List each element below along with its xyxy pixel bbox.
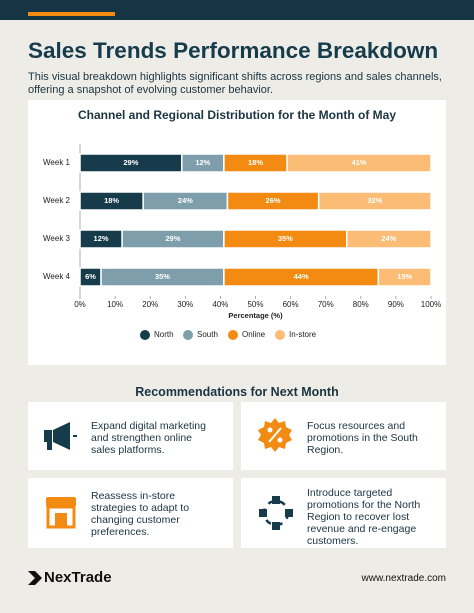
rec-card: Introduce targeted promotions for the No… (241, 478, 446, 548)
y-tick-label: Week 4 (43, 272, 71, 281)
data-label: 44% (294, 272, 309, 281)
chart-card: Channel and Regional Distribution for th… (28, 100, 446, 365)
megaphone-icon (44, 422, 77, 450)
brand: NexTrade (44, 569, 112, 586)
rec-text: Expand digital marketing and strengthen … (91, 420, 206, 456)
x-tick-label: 30% (177, 300, 193, 309)
data-label: 18% (248, 158, 263, 167)
rec-text: Introduce targeted promotions for the No… (307, 487, 421, 547)
data-label: 15% (397, 272, 412, 281)
x-tick-label: 10% (107, 300, 123, 309)
rec-card: Reassess in-store strategies to adapt to… (28, 478, 233, 548)
x-tick-label: 50% (247, 300, 263, 309)
legend-swatch (275, 330, 285, 340)
chart-title: Channel and Regional Distribution for th… (78, 108, 396, 122)
bar-segment (317, 191, 432, 211)
x-tick-label: 90% (388, 300, 404, 309)
bar-segment (346, 229, 432, 249)
data-label: 12% (195, 158, 210, 167)
legend-swatch (228, 330, 238, 340)
section-title: Recommendations for Next Month (135, 385, 339, 399)
url: www.nextrade.com (361, 573, 446, 584)
data-label: 29% (123, 158, 138, 167)
data-label: 6% (85, 272, 96, 281)
y-tick-label: Week 1 (43, 158, 71, 167)
data-label: 24% (178, 196, 193, 205)
bar-segment (377, 267, 432, 287)
legend-label: In-store (289, 330, 317, 339)
x-tick-label: 80% (353, 300, 369, 309)
rec-card: Expand digital marketing and strengthen … (28, 402, 233, 470)
x-tick-label: 60% (283, 300, 299, 309)
data-label: 41% (352, 158, 367, 167)
rec-text: Focus resources and promotions in the So… (307, 420, 418, 456)
x-tick-label: 70% (318, 300, 334, 309)
cycle-icon (259, 496, 293, 530)
x-tick-label: 0% (74, 300, 86, 309)
data-label: 35% (155, 272, 170, 281)
y-tick-label: Week 2 (43, 196, 71, 205)
store-icon (46, 497, 76, 529)
subtitle: This visual breakdown highlights signifi… (28, 71, 442, 96)
legend-label: North (154, 330, 174, 339)
legend-swatch (183, 330, 193, 340)
legend-label: Online (242, 330, 266, 339)
accent-line (28, 12, 115, 16)
discount-icon (258, 418, 292, 452)
x-tick-label: 20% (142, 300, 158, 309)
data-label: 12% (94, 234, 109, 243)
legend-swatch (140, 330, 150, 340)
x-axis-label: Percentage (%) (228, 311, 283, 320)
x-tick-label: 100% (421, 300, 441, 309)
y-tick-label: Week 3 (43, 234, 71, 243)
data-label: 32% (367, 196, 382, 205)
chart: Channel and Regional Distribution for th… (43, 108, 441, 340)
rec-card: Focus resources and promotions in the So… (241, 402, 446, 470)
data-label: 24% (381, 234, 396, 243)
logo-icon (28, 571, 42, 585)
data-label: 26% (266, 196, 281, 205)
top-bar (0, 0, 474, 20)
page-title: Sales Trends Performance Breakdown (28, 38, 439, 63)
data-label: 18% (104, 196, 119, 205)
x-tick-label: 40% (212, 300, 228, 309)
legend-label: South (197, 330, 218, 339)
data-label: 29% (166, 234, 181, 243)
rec-text: Reassess in-store strategies to adapt to… (91, 490, 190, 538)
bar-segment (286, 153, 432, 173)
data-label: 35% (278, 234, 293, 243)
